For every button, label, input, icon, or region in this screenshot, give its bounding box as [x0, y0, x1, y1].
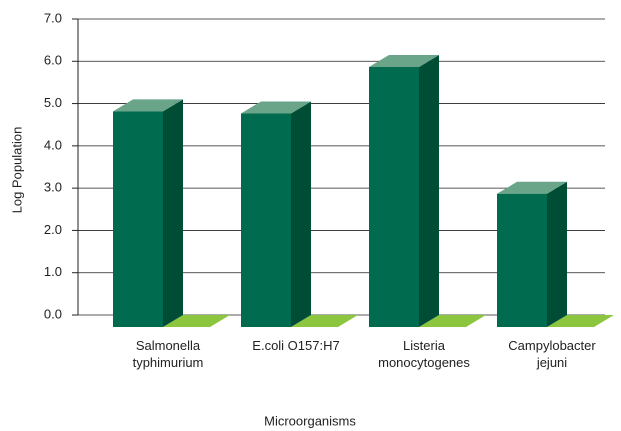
y-tick-label: 1.0	[44, 264, 62, 279]
x-tick-label: Salmonella typhimurium	[132, 338, 204, 370]
x-tick-label: Campylobacter jejuni	[508, 338, 596, 370]
y-tick-label: 4.0	[44, 137, 62, 152]
y-axis-title: Log Population	[9, 127, 24, 214]
bar-floor	[163, 315, 230, 327]
bar	[497, 181, 567, 327]
bar-side	[163, 99, 183, 327]
bar-top	[497, 181, 567, 194]
x-axis-title: Microorganisms	[264, 413, 356, 428]
bar-floor	[291, 315, 358, 327]
bar-floor	[419, 315, 486, 327]
bar-front	[369, 66, 419, 327]
bar-front	[113, 111, 163, 327]
bar	[369, 54, 439, 327]
y-tick-label: 6.0	[44, 53, 62, 68]
bar-top	[369, 54, 439, 67]
x-tick-label: Listeria monocytogenes	[378, 338, 470, 370]
bar-top	[113, 99, 183, 112]
bar	[113, 99, 183, 327]
y-tick-label: 7.0	[44, 10, 62, 25]
bar	[241, 101, 311, 327]
x-tick-label: E.coli O157:H7	[252, 338, 340, 353]
bar-side	[547, 181, 567, 327]
y-tick-label: 0.0	[44, 306, 62, 321]
y-tick-label: 3.0	[44, 180, 62, 195]
bar-front	[497, 193, 547, 327]
bar-side	[291, 101, 311, 327]
bar-front	[241, 113, 291, 327]
bar-top	[241, 101, 311, 114]
y-tick-label: 2.0	[44, 222, 62, 237]
bar-side	[419, 54, 439, 327]
y-tick-label: 5.0	[44, 95, 62, 110]
bar-floor	[547, 315, 614, 327]
